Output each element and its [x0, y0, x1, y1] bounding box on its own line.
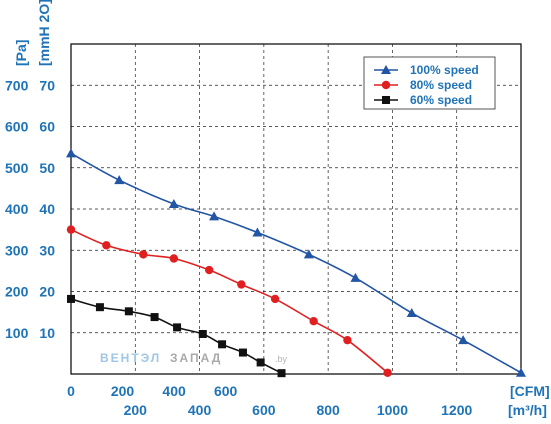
y-tick-pa: 700 — [5, 77, 29, 93]
y-tick-mmh2o: 50 — [39, 160, 55, 176]
legend-label: 100% speed — [410, 63, 479, 77]
y-tick-mmh2o: 30 — [39, 242, 55, 258]
data-point — [114, 175, 125, 185]
data-point — [343, 335, 352, 345]
data-point — [516, 367, 526, 377]
legend-marker — [381, 65, 391, 74]
x-tick-m3h: 800 — [316, 402, 340, 418]
y-tick-pa: 100 — [5, 325, 29, 341]
y-axis-unit-pa: [Pa] — [13, 40, 29, 66]
legend-item-1: 100% speed — [374, 63, 479, 77]
watermark: ВЕНТЭЛ ЗАПАД .by — [100, 351, 288, 365]
series-3 — [67, 294, 286, 378]
data-point — [173, 323, 182, 332]
series-layer — [66, 148, 526, 378]
x-tick-cfm: 600 — [214, 383, 238, 399]
y-tick-mmh2o: 20 — [39, 284, 55, 300]
data-point — [150, 313, 159, 322]
x-tick-cfm: 200 — [111, 383, 135, 399]
data-point — [303, 249, 314, 259]
series-line — [70, 152, 522, 374]
y-axis-unit-mmh2o: [mmH 2O] — [36, 0, 52, 66]
data-point — [458, 335, 469, 345]
data-point — [252, 227, 263, 237]
y-tick-pa: 400 — [5, 201, 29, 217]
legend-item-3: 60% speed — [374, 93, 472, 107]
x-axis-unit-m3h: [m³/h] — [508, 402, 547, 418]
data-point — [66, 225, 76, 234]
legend-label: 60% speed — [410, 93, 472, 107]
data-point — [198, 329, 207, 338]
y-tick-mmh2o: 10 — [39, 325, 55, 341]
data-point — [277, 369, 286, 378]
legend-marker — [382, 96, 390, 104]
series-line — [70, 228, 389, 374]
y-tick-pa: 600 — [5, 119, 29, 135]
data-point — [169, 254, 179, 263]
y-tick-pa: 200 — [5, 284, 29, 300]
y-tick-pa: 500 — [5, 160, 29, 176]
legend-label: 80% speed — [410, 78, 472, 92]
data-point — [256, 358, 265, 367]
x-tick-m3h: 1000 — [377, 402, 408, 418]
x-tick-m3h: 400 — [188, 402, 212, 418]
data-point — [238, 348, 247, 357]
data-point — [124, 307, 133, 316]
watermark-part-1: ВЕНТЭЛ — [100, 351, 161, 365]
legend-item-2: 80% speed — [374, 78, 472, 92]
data-point — [237, 280, 246, 289]
series-line — [70, 298, 282, 374]
data-point — [66, 148, 76, 158]
data-point — [350, 272, 361, 282]
plot-frame — [70, 43, 522, 375]
axes — [70, 43, 522, 375]
x-tick-m3h: 200 — [124, 402, 148, 418]
data-point — [383, 368, 392, 377]
legend-marker — [381, 80, 391, 90]
x-tick-m3h: 1200 — [441, 402, 472, 418]
y-tick-mmh2o: 60 — [39, 119, 55, 135]
data-point — [205, 265, 214, 275]
x-tick-cfm: 0 — [67, 383, 75, 399]
y-tick-mmh2o: 70 — [39, 77, 55, 93]
x-tick-m3h: 600 — [252, 402, 276, 418]
data-point — [95, 303, 104, 312]
data-point — [218, 340, 227, 349]
data-point — [67, 294, 75, 303]
series-1 — [66, 148, 526, 377]
data-point — [406, 307, 417, 317]
data-point — [209, 211, 220, 221]
y-tick-mmh2o: 40 — [39, 201, 55, 217]
data-point — [309, 317, 318, 326]
x-tick-cfm: 400 — [162, 383, 186, 399]
series-2 — [66, 225, 392, 377]
data-point — [270, 294, 280, 304]
watermark-part-3: .by — [275, 354, 288, 364]
watermark-part-2: ЗАПАД — [170, 351, 222, 365]
data-point — [102, 241, 111, 250]
y-tick-pa: 300 — [5, 242, 29, 258]
x-axis-unit-cfm: [CFM] — [510, 383, 550, 399]
data-point — [139, 250, 148, 259]
data-point — [168, 199, 179, 209]
